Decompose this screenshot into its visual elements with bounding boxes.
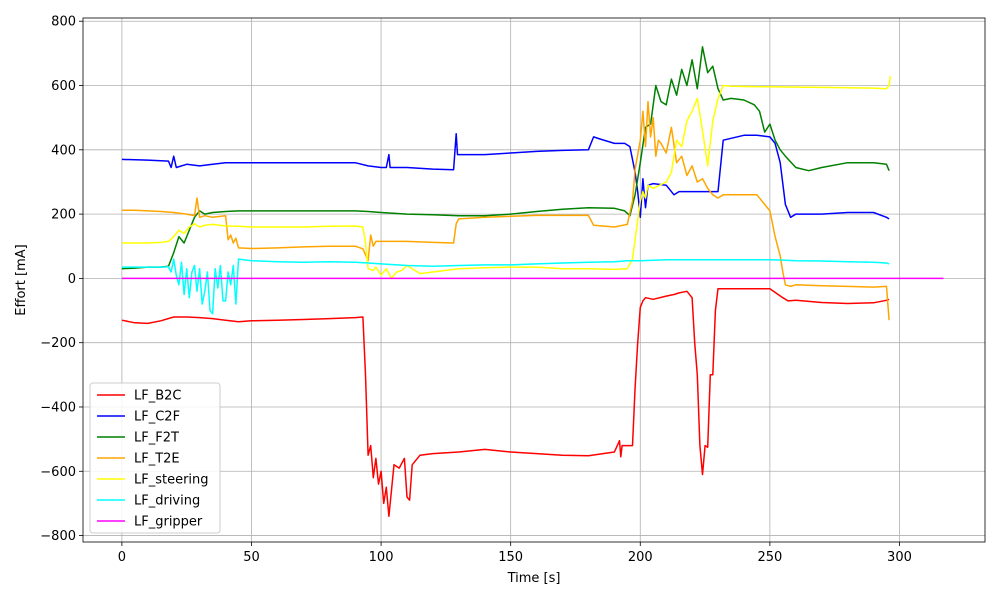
legend-label: LF_B2C	[134, 389, 182, 404]
y-tick-label: −400	[40, 400, 76, 415]
legend-box	[89, 382, 221, 534]
y-tick-label: 800	[51, 15, 76, 30]
y-tick-label: −200	[40, 336, 76, 351]
series-line-lf-driving	[121, 258, 890, 315]
plot-area-frame	[82, 17, 986, 543]
series-line-lf-c2f	[121, 132, 890, 220]
y-tick-label: −800	[40, 529, 76, 544]
y-tick-label: 0	[68, 272, 76, 287]
x-tick-label: 300	[887, 550, 912, 565]
axis-ticks: 0 50 100 150 200 250 300 −800 −600 −400 −200 0 200 40…	[40, 15, 912, 565]
y-tick-label: −600	[40, 465, 76, 480]
x-tick-label: 250	[757, 550, 782, 565]
legend: LF_B2C LF_C2F LF_F2T LF_T2E LF_steering LF_dr…	[89, 382, 221, 534]
x-tick-label: 150	[498, 550, 523, 565]
y-tick-label: 200	[51, 208, 76, 223]
x-tick-label: 0	[118, 550, 126, 565]
x-axis-label: Time [s]	[507, 571, 561, 586]
series-line-lf-t2e	[121, 100, 890, 321]
legend-label: LF_C2F	[134, 410, 180, 425]
legend-label: LF_steering	[134, 473, 209, 488]
x-tick-label: 200	[628, 550, 653, 565]
y-tick-label: 600	[51, 79, 76, 94]
x-tick-label: 100	[369, 550, 394, 565]
legend-label: LF_gripper	[134, 515, 203, 530]
series-line-lf-b2c	[121, 287, 890, 518]
y-axis-label: Effort [mA]	[14, 244, 29, 315]
series-line-lf-f2t	[121, 46, 890, 270]
legend-label: LF_F2T	[134, 431, 179, 446]
legend-label: LF_T2E	[134, 452, 180, 467]
y-tick-label: 400	[51, 143, 76, 158]
x-tick-label: 50	[243, 550, 260, 565]
legend-label: LF_driving	[134, 494, 200, 509]
series-line-lf-steering	[121, 75, 892, 280]
series-group	[121, 46, 944, 518]
